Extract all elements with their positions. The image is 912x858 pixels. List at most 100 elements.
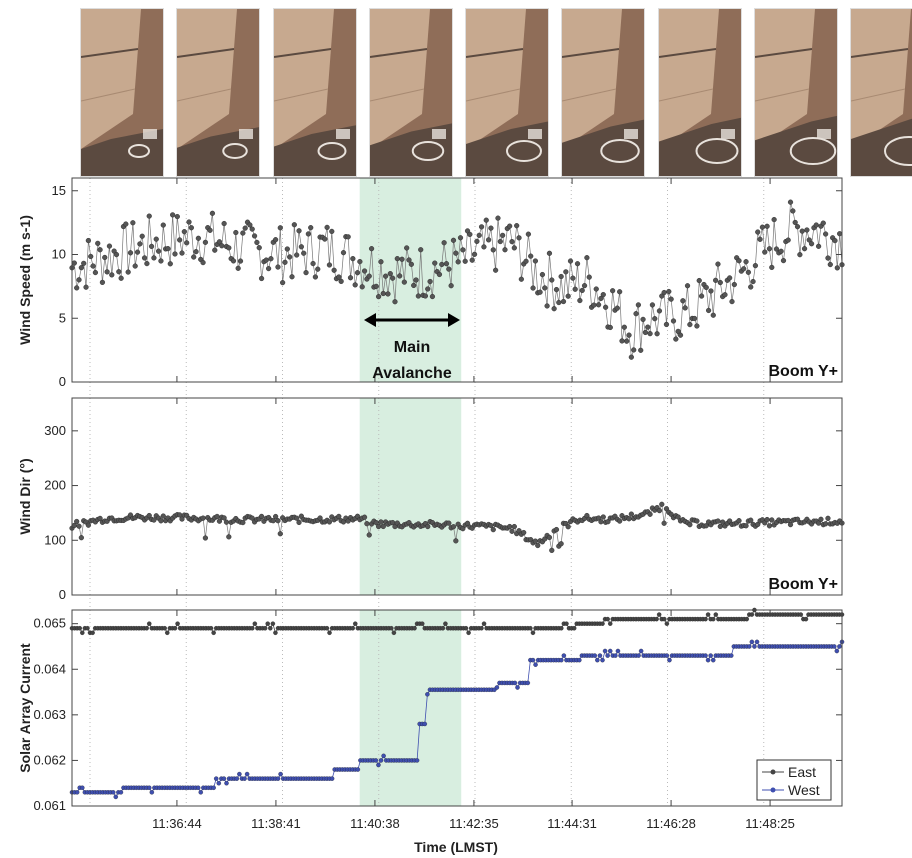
data-point [617, 518, 623, 524]
thumbnail-image [753, 8, 838, 177]
series-west-point [329, 776, 335, 781]
thumbnail-image [176, 8, 261, 177]
thumbnail-image [80, 8, 164, 177]
data-point [769, 264, 775, 270]
series-east-point [90, 630, 95, 636]
data-point [610, 288, 616, 294]
data-point [315, 266, 321, 272]
data-point [74, 285, 80, 291]
data-point [249, 515, 255, 521]
data-point [387, 271, 393, 277]
series-west-point [213, 776, 219, 781]
data-point [551, 306, 557, 312]
series-east-point [419, 621, 425, 626]
data-point [186, 219, 192, 225]
data-point [277, 225, 283, 231]
data-point [289, 274, 295, 280]
data-point [787, 522, 794, 528]
series-west-point [525, 680, 531, 686]
data-point [691, 315, 698, 322]
series-west-point [216, 780, 222, 786]
data-point [275, 264, 281, 270]
annotation-line2: Avalanche [372, 365, 452, 382]
data-point [350, 256, 356, 262]
data-point [78, 265, 84, 271]
series-east-point [80, 630, 85, 636]
series-east-point [664, 621, 670, 626]
data-point [174, 213, 180, 220]
data-point [331, 267, 337, 273]
series-east-point [528, 625, 533, 631]
series-east-point [479, 625, 484, 631]
series-west-point [577, 657, 582, 663]
data-point [88, 253, 94, 260]
data-point [656, 508, 663, 514]
panel-label-1: Boom Y+ [769, 363, 839, 380]
thumbnail-image [657, 8, 742, 177]
data-point [139, 233, 145, 239]
data-point [195, 235, 201, 241]
data-point [317, 515, 323, 521]
series-east-point [327, 630, 332, 636]
series-east-point [530, 630, 536, 636]
panel-frame-2 [71, 397, 843, 596]
data-point [825, 255, 831, 261]
data-point [736, 518, 742, 524]
data-point [184, 240, 190, 246]
y-axis-title-1: Wind Speed (m s-1) [17, 215, 33, 345]
annotation-arrowhead-right [448, 313, 460, 327]
thumbnail-image [272, 8, 357, 177]
thumbnail-image [465, 8, 549, 177]
data-point [591, 302, 597, 308]
data-point [361, 268, 368, 274]
data-point [294, 252, 300, 258]
data-point [448, 283, 454, 289]
data-point [167, 261, 173, 267]
data-point [408, 261, 414, 267]
data-point [823, 521, 829, 527]
data-point [263, 257, 269, 263]
data-point [762, 249, 768, 255]
data-point [123, 221, 129, 227]
data-point [565, 293, 571, 299]
series-east-point [162, 625, 167, 631]
data-point [237, 258, 244, 264]
data-point [558, 541, 564, 547]
data-point [687, 522, 693, 528]
data-point [443, 261, 450, 267]
series-west-point [729, 653, 734, 658]
series-west-point [602, 648, 608, 654]
data-point [621, 324, 627, 330]
series-west-point [705, 657, 711, 663]
series-west-point [832, 644, 837, 649]
series-west-point [275, 776, 281, 781]
data-point [694, 518, 700, 524]
data-point [488, 225, 494, 231]
data-point [600, 514, 606, 520]
data-point [628, 354, 634, 360]
data-point [521, 529, 527, 536]
data-point [329, 228, 335, 234]
data-point [820, 220, 826, 226]
series-west-point [595, 657, 600, 663]
data-point [439, 261, 445, 268]
data-point [397, 273, 403, 279]
data-point [104, 269, 110, 275]
data-point [713, 277, 719, 283]
series-east-point [270, 621, 276, 626]
series-east-point [662, 616, 667, 622]
data-point [815, 243, 822, 249]
data-point [240, 230, 246, 236]
highlight-band-2 [359, 398, 462, 595]
data-point [268, 256, 274, 262]
data-point [705, 307, 712, 314]
data-point [441, 240, 447, 246]
data-point [202, 535, 209, 541]
data-point [478, 224, 485, 230]
data-point [378, 519, 384, 525]
data-point [614, 305, 620, 311]
data-point [537, 289, 543, 295]
data-point [680, 298, 686, 304]
data-point [773, 246, 780, 252]
data-point [130, 220, 136, 226]
